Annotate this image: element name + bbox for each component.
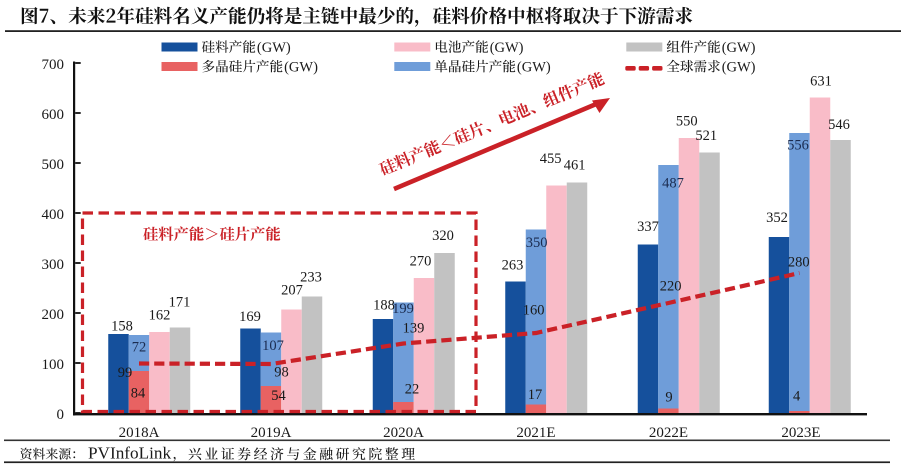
svg-text:320: 320 [432, 228, 454, 244]
svg-text:17: 17 [528, 387, 543, 403]
svg-text:107: 107 [262, 338, 284, 354]
svg-text:2023E: 2023E [781, 425, 820, 441]
svg-text:500: 500 [42, 157, 65, 173]
svg-text:631: 631 [810, 74, 832, 90]
svg-text:22: 22 [405, 382, 420, 398]
svg-text:99: 99 [118, 365, 133, 381]
svg-text:461: 461 [564, 157, 586, 173]
svg-text:263: 263 [502, 258, 524, 274]
svg-text:220: 220 [660, 279, 682, 295]
svg-text:(GW): (GW) [722, 59, 756, 75]
svg-text:207: 207 [281, 283, 303, 299]
svg-text:160: 160 [523, 303, 545, 319]
svg-text:521: 521 [695, 128, 717, 144]
svg-text:100: 100 [42, 357, 65, 373]
svg-text:(GW): (GW) [490, 40, 524, 56]
svg-text:162: 162 [149, 308, 171, 324]
svg-text:188: 188 [373, 298, 395, 314]
svg-text:139: 139 [403, 321, 425, 337]
svg-text:300: 300 [42, 257, 65, 273]
svg-text:352: 352 [766, 210, 788, 226]
svg-text:455: 455 [540, 151, 562, 167]
svg-text:9: 9 [665, 390, 672, 406]
svg-text:169: 169 [239, 309, 261, 325]
svg-text:350: 350 [526, 235, 548, 251]
svg-text:546: 546 [828, 117, 850, 133]
svg-text:72: 72 [132, 340, 147, 356]
svg-text:2022E: 2022E [649, 425, 688, 441]
svg-text:233: 233 [300, 270, 322, 286]
svg-text:200: 200 [42, 307, 65, 323]
svg-text:337: 337 [637, 219, 659, 235]
svg-text:4: 4 [793, 389, 801, 405]
svg-text:54: 54 [271, 388, 286, 404]
svg-text:280: 280 [788, 255, 810, 271]
svg-text:98: 98 [274, 365, 289, 381]
svg-text:(GW): (GW) [722, 40, 756, 56]
svg-text:700: 700 [42, 57, 65, 73]
svg-text:0: 0 [57, 407, 65, 423]
svg-text:(GW): (GW) [257, 40, 291, 56]
svg-text:84: 84 [131, 386, 146, 402]
svg-text:(GW): (GW) [517, 59, 551, 75]
svg-text:400: 400 [42, 207, 65, 223]
svg-text:270: 270 [410, 254, 432, 270]
svg-text:2021E: 2021E [516, 425, 555, 441]
svg-text:PVInfoLink: PVInfoLink [88, 444, 171, 463]
svg-text:158: 158 [111, 319, 133, 335]
svg-text:171: 171 [169, 295, 191, 311]
svg-text:199: 199 [392, 301, 414, 317]
svg-text:2020A: 2020A [383, 425, 424, 441]
svg-text:550: 550 [676, 114, 698, 130]
svg-text:487: 487 [662, 176, 684, 192]
svg-text:556: 556 [787, 138, 809, 154]
svg-text:2018A: 2018A [119, 425, 160, 441]
svg-text:(GW): (GW) [284, 59, 318, 75]
svg-text:600: 600 [42, 107, 65, 123]
svg-text:2019A: 2019A [251, 425, 292, 441]
